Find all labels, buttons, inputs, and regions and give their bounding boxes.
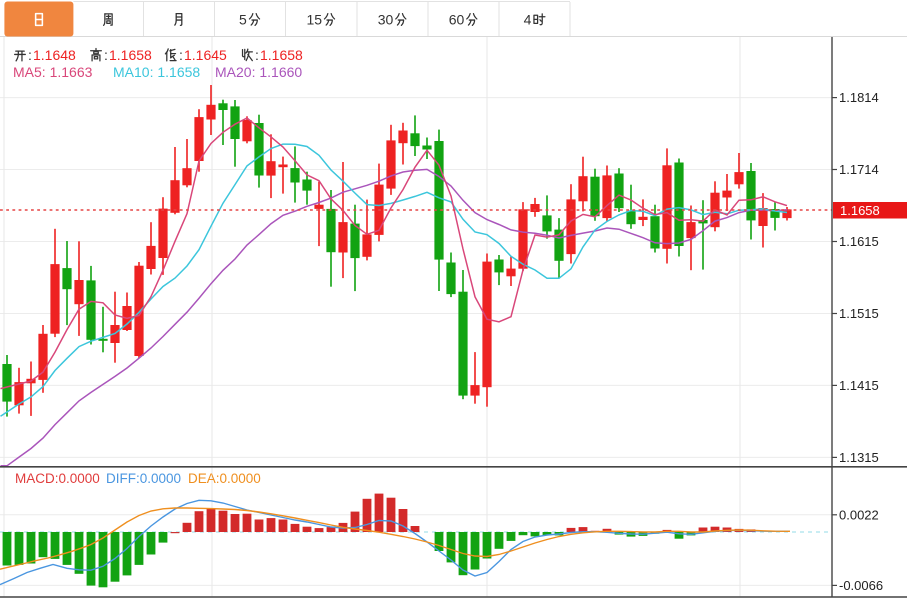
svg-text:15: 15 [307, 12, 323, 28]
svg-text:MACD:0.0000: MACD:0.0000 [15, 471, 100, 486]
svg-text:MA5: 1.1663: MA5: 1.1663 [13, 64, 93, 80]
svg-text:30: 30 [378, 12, 394, 28]
svg-text:MA20: 1.1660: MA20: 1.1660 [215, 64, 302, 80]
svg-text::: : [104, 47, 108, 63]
svg-text:1.1814: 1.1814 [839, 90, 879, 105]
svg-text:-0.0066: -0.0066 [839, 578, 883, 593]
svg-text::: : [179, 47, 183, 63]
svg-text:1.1315: 1.1315 [839, 450, 879, 465]
svg-text:1.1658: 1.1658 [260, 47, 303, 63]
svg-text:5: 5 [239, 12, 247, 28]
svg-text:MA10: 1.1658: MA10: 1.1658 [113, 64, 200, 80]
svg-text:1.1658: 1.1658 [109, 47, 152, 63]
svg-text::: : [28, 47, 32, 63]
svg-text:1.1645: 1.1645 [184, 47, 227, 63]
svg-text::: : [255, 47, 259, 63]
svg-text:4: 4 [524, 12, 532, 28]
svg-text:1.1658: 1.1658 [840, 203, 880, 218]
svg-text:60: 60 [449, 12, 465, 28]
svg-text:0.0022: 0.0022 [839, 507, 879, 522]
svg-text:DEA:0.0000: DEA:0.0000 [188, 471, 261, 486]
svg-text:1.1648: 1.1648 [33, 47, 76, 63]
svg-text:1.1615: 1.1615 [839, 234, 879, 249]
svg-text:1.1714: 1.1714 [839, 162, 879, 177]
svg-text:1.1515: 1.1515 [839, 306, 879, 321]
svg-text:1.1415: 1.1415 [839, 378, 879, 393]
svg-text:DIFF:0.0000: DIFF:0.0000 [106, 471, 181, 486]
